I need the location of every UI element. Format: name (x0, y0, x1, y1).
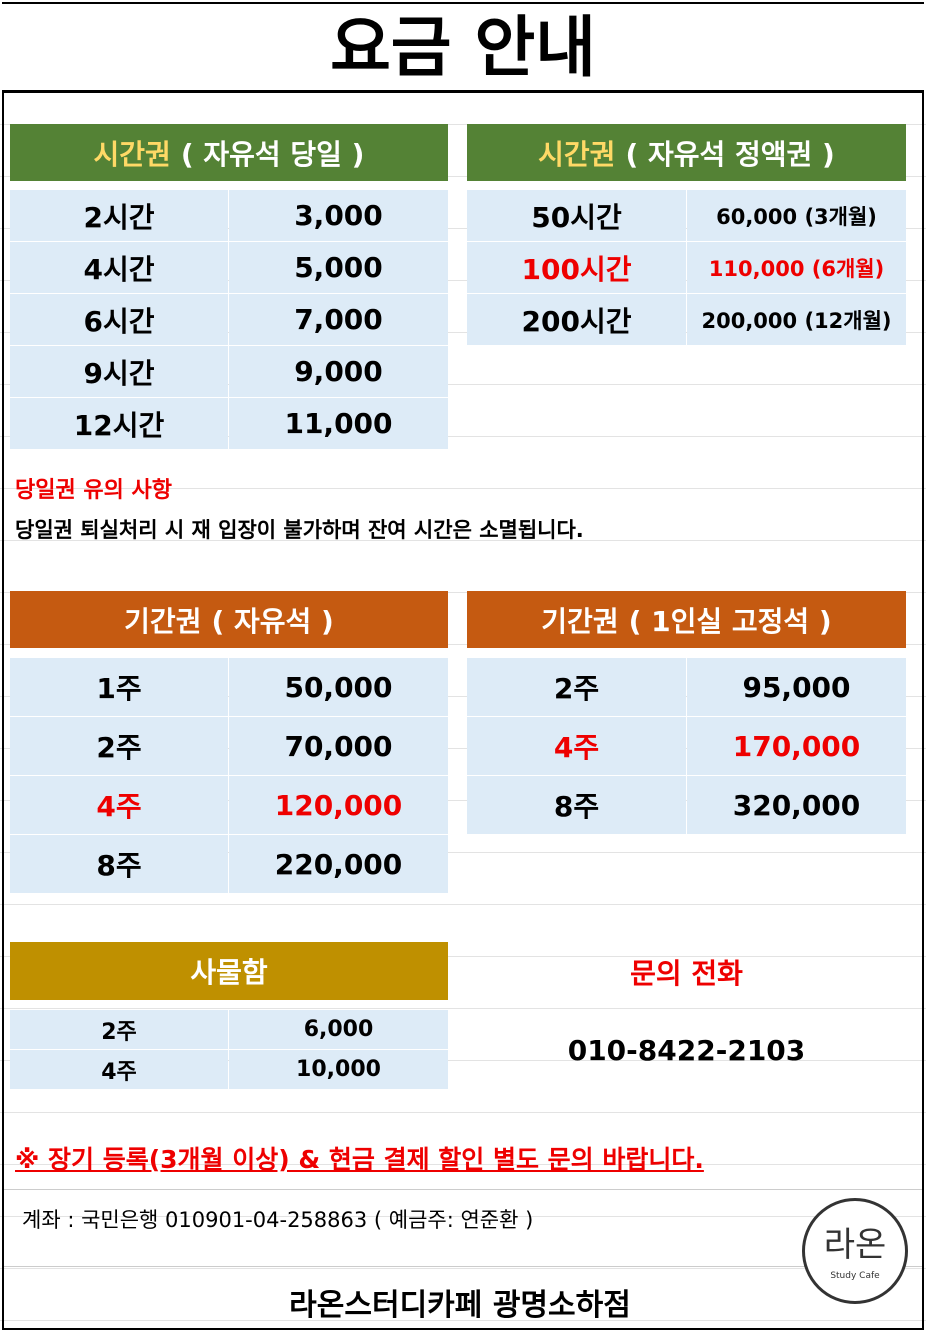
title: 요금 안내 (0, 4, 926, 90)
logo: 라온 Study Cafe (802, 1198, 908, 1304)
header-detail: ( 자유석 정액권 ) (625, 137, 835, 171)
row-label: 9시간 (10, 346, 228, 397)
row-label: 8주 (10, 835, 228, 893)
row-price: 170,000 (687, 717, 906, 775)
row-price: 9,000 (229, 346, 448, 397)
row-label: 6시간 (10, 294, 228, 345)
row-label: 100시간 (467, 242, 686, 293)
logo-mark: 라온 (823, 1225, 887, 1265)
row-label: 8주 (467, 776, 686, 834)
title-rule (2, 90, 924, 93)
row-label: 1주 (10, 658, 228, 716)
header-label: 시간권 (538, 137, 616, 171)
section-header: 사물함 (10, 942, 448, 1000)
row-label: 12시간 (10, 398, 228, 449)
divider (4, 1266, 922, 1267)
row-price: 110,000 (6개월) (687, 242, 906, 293)
row-price: 95,000 (687, 658, 906, 716)
row-label: 4주 (467, 717, 686, 775)
row-label: 2주 (467, 658, 686, 716)
notice: ※ 장기 등록(3개월 이상) & 현금 결제 할인 별도 문의 바랍니다. (15, 1145, 704, 1174)
section-header: 시간권 ( 자유석 당일 ) (10, 124, 448, 181)
row-price: 3,000 (229, 190, 448, 241)
row-price: 220,000 (229, 835, 448, 893)
row-label: 2시간 (10, 190, 228, 241)
row-price: 320,000 (687, 776, 906, 834)
section-header: 시간권 ( 자유석 정액권 ) (467, 124, 906, 181)
header-detail: ( 자유석 당일 ) (180, 137, 365, 171)
header-detail: ( 자유석 ) (211, 604, 334, 638)
row-label: 4주 (10, 776, 228, 834)
section-header: 기간권 ( 1인실 고정석 ) (467, 591, 906, 648)
row-label: 4시간 (10, 242, 228, 293)
row-price: 120,000 (229, 776, 448, 834)
row-price: 10,000 (229, 1050, 448, 1089)
header-label: 기간권 (541, 604, 619, 638)
account: 계좌 : 국민은행 010901-04-258863 ( 예금주: 연준환 ) (22, 1208, 534, 1232)
row-price: 70,000 (229, 717, 448, 775)
section-header: 기간권 ( 자유석 ) (10, 591, 448, 648)
row-price: 5,000 (229, 242, 448, 293)
row-label: 2주 (10, 1010, 228, 1049)
divider (4, 1189, 922, 1190)
row-price: 6,000 (229, 1010, 448, 1049)
header-label: 시간권 (93, 137, 171, 171)
header-detail: ( 1인실 고정석 ) (628, 604, 832, 638)
row-price: 7,000 (229, 294, 448, 345)
note-title: 당일권 유의 사항 (15, 478, 172, 503)
row-price: 60,000 (3개월) (687, 190, 906, 241)
header-label: 사물함 (190, 956, 268, 989)
contact-title: 문의 전화 (630, 957, 743, 990)
row-price: 50,000 (229, 658, 448, 716)
row-price: 11,000 (229, 398, 448, 449)
row-price: 200,000 (12개월) (687, 294, 906, 345)
row-label: 2주 (10, 717, 228, 775)
row-label: 200시간 (467, 294, 686, 345)
row-label: 4주 (10, 1050, 228, 1089)
logo-caption: Study Cafe (830, 1271, 880, 1281)
contact-phone: 010-8422-2103 (567, 1034, 806, 1067)
row-label: 50시간 (467, 190, 686, 241)
footer: 라온스터디카페 광명소하점 (289, 1288, 631, 1323)
note-text: 당일권 퇴실처리 시 재 입장이 불가하며 잔여 시간은 소멸됩니다. (15, 518, 584, 542)
header-label: 기간권 (124, 604, 202, 638)
